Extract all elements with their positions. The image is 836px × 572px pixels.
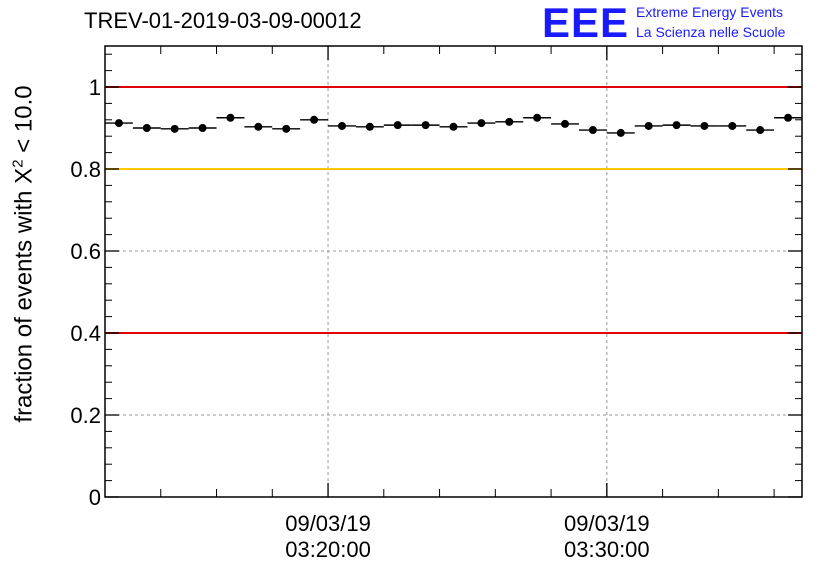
y-tick-label: 0.2 — [70, 403, 101, 428]
logo-line-2: La Scienza nelle Scuole — [636, 24, 786, 40]
data-point — [226, 113, 235, 122]
data-point — [365, 122, 374, 131]
x-tick-label-date: 09/03/19 — [564, 511, 650, 536]
data-points — [105, 113, 802, 137]
x-tick-label-time: 03:20:00 — [285, 537, 371, 562]
logo-mark: EEE — [542, 0, 630, 46]
grid-lines — [105, 46, 802, 497]
data-point — [310, 115, 319, 124]
data-point — [449, 122, 458, 131]
data-point — [393, 121, 402, 130]
data-point — [198, 124, 207, 132]
y-axis-label: fraction of events with X2 < 10.0 — [10, 85, 39, 422]
data-point — [616, 128, 625, 137]
y-tick-labels: 0 0.2 0.4 0.6 0.8 1 — [70, 75, 101, 510]
y-tick-label: 0.8 — [70, 157, 101, 182]
data-point — [254, 122, 263, 131]
plot-frame — [104, 45, 803, 498]
data-point — [784, 113, 793, 122]
x-tick-label-time: 03:30:00 — [564, 537, 650, 562]
data-point — [700, 121, 709, 130]
data-point — [505, 117, 514, 126]
y-axis-label-suffix: < 10.0 — [10, 85, 38, 160]
y-tick-label: 1 — [89, 75, 101, 100]
y-tick-label: 0.6 — [70, 239, 101, 264]
eee-logo: EEE Extreme Energy Events La Scienza nel… — [542, 0, 832, 46]
x-tick-label-date: 09/03/19 — [285, 511, 371, 536]
data-point — [588, 126, 597, 135]
y-axis-label-symbol: X — [10, 167, 38, 184]
data-point — [421, 121, 430, 130]
data-point — [477, 119, 486, 128]
data-point — [170, 124, 179, 133]
chart-title: TREV-01-2019-03-09-00012 — [84, 8, 362, 33]
data-point — [282, 124, 291, 133]
y-axis-label-prefix: fraction of events with — [10, 183, 38, 423]
data-point — [728, 121, 737, 130]
data-point — [644, 121, 653, 130]
y-axis-label-exponent: 2 — [9, 159, 27, 168]
data-point — [337, 121, 346, 130]
data-point — [114, 119, 123, 128]
data-point — [561, 119, 570, 128]
data-point — [672, 121, 681, 130]
data-point — [756, 126, 765, 135]
data-point — [142, 124, 151, 132]
data-point — [533, 113, 542, 122]
y-tick-label: 0.4 — [70, 321, 101, 346]
reference-lines — [105, 86, 802, 334]
logo-line-1: Extreme Energy Events — [636, 4, 784, 20]
axis-ticks — [105, 46, 802, 498]
y-tick-label: 0 — [89, 485, 101, 510]
